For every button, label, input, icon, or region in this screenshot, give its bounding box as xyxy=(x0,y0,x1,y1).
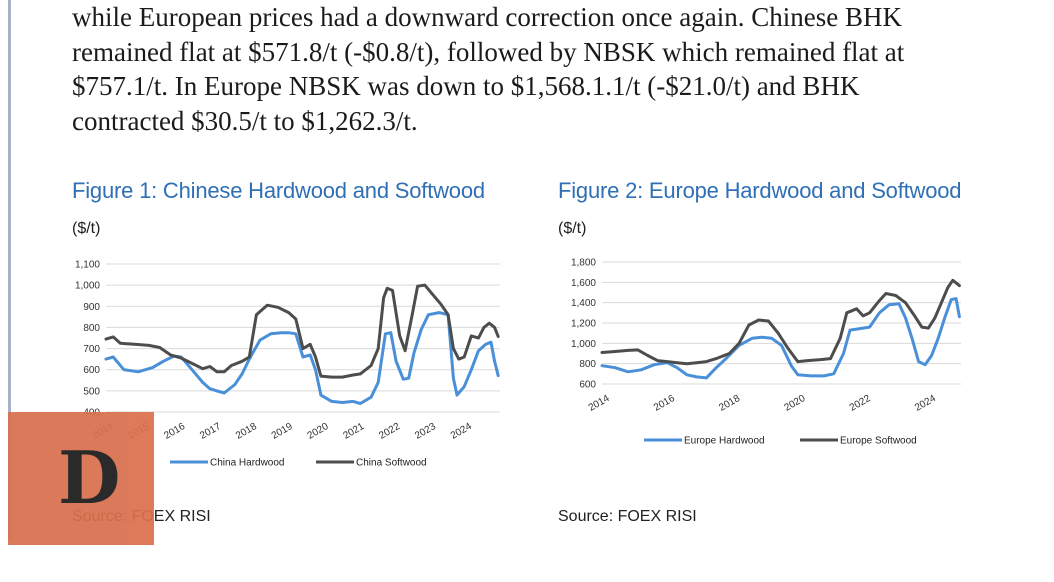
figure-2-title: Figure 2: Europe Hardwood and Softwood xyxy=(558,178,962,203)
x-tick-label: 2018 xyxy=(717,393,742,414)
x-tick-label: 2019 xyxy=(270,421,295,442)
y-tick-label: 600 xyxy=(579,380,596,391)
x-tick-label: 2016 xyxy=(652,393,677,414)
x-tick-label: 2018 xyxy=(234,421,259,442)
x-tick-label: 2022 xyxy=(377,421,402,442)
figure-2-unit: ($/t) xyxy=(558,220,587,237)
x-tick-label: 2020 xyxy=(783,393,808,414)
article-paragraph: while European prices had a downward cor… xyxy=(72,0,1022,138)
x-tick-label: 2022 xyxy=(848,393,873,414)
y-tick-label: 1,000 xyxy=(571,339,596,350)
figure-2-source: Source: FOEX RISI xyxy=(558,508,697,525)
figure-2-chart: 600 800 1,000 1,200 1,400 1,600 1,800 2014 2016 2… xyxy=(571,258,961,447)
y-tick-label: 1,200 xyxy=(571,319,596,330)
article-line: remained flat at $571.8/t (-$0.8/t), fol… xyxy=(72,36,905,67)
x-tick-label: 2023 xyxy=(413,421,438,442)
logo-letter: D xyxy=(58,435,121,520)
y-tick-label: 800 xyxy=(83,323,100,334)
left-margin-rule xyxy=(8,0,11,540)
y-tick-label: 1,100 xyxy=(75,260,100,271)
legend-label: China Hardwood xyxy=(210,458,285,469)
article-line: while European prices had a downward cor… xyxy=(72,2,902,32)
series-line xyxy=(600,278,961,366)
series-line xyxy=(600,297,961,380)
legend-label: Europe Hardwood xyxy=(684,436,765,447)
y-tick-label: 1,600 xyxy=(571,278,596,289)
series-line xyxy=(104,283,500,379)
legend-label: China Softwood xyxy=(356,458,427,469)
y-tick-label: 1,800 xyxy=(571,258,596,269)
x-tick-label: 2024 xyxy=(449,421,474,442)
article-line: contracted $30.5/t to $1,262.3/t. xyxy=(72,105,418,136)
figure-1-unit: ($/t) xyxy=(72,220,101,237)
y-tick-label: 1,000 xyxy=(75,281,100,292)
x-tick-label: 2014 xyxy=(587,393,612,414)
y-tick-label: 700 xyxy=(83,344,100,355)
series-line xyxy=(104,311,500,405)
article-line: $757.1/t. In Europe NBSK was down to $1,… xyxy=(72,71,860,101)
x-tick-label: 2017 xyxy=(198,421,223,442)
x-tick-label: 2020 xyxy=(306,421,331,442)
legend-label: Europe Softwood xyxy=(840,436,917,447)
y-tick-label: 900 xyxy=(83,302,100,313)
y-tick-label: 500 xyxy=(83,386,100,397)
x-tick-label: 2016 xyxy=(162,421,187,442)
x-tick-label: 2021 xyxy=(341,421,366,442)
y-tick-label: 1,400 xyxy=(571,298,596,309)
y-tick-label: 800 xyxy=(579,359,596,370)
publisher-logo: D xyxy=(8,412,154,545)
y-tick-label: 600 xyxy=(83,365,100,376)
x-tick-label: 2024 xyxy=(913,393,938,414)
figure-1-title: Figure 1: Chinese Hardwood and Softwood xyxy=(72,178,485,203)
